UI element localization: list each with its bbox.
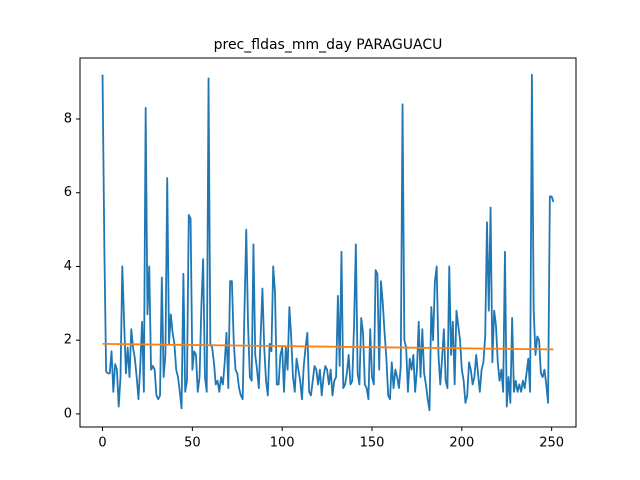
y-tick-label: 0 [64, 406, 72, 421]
chart-title: prec_fldas_mm_day PARAGUACU [214, 37, 443, 53]
x-tick-label: 150 [360, 436, 385, 451]
plot-frame [79, 57, 577, 428]
y-tick-label: 8 [64, 112, 72, 127]
y-tick-label: 2 [64, 333, 72, 348]
x-tick-label: 250 [539, 436, 564, 451]
x-tick-label: 200 [449, 436, 474, 451]
x-tick-label: 50 [184, 436, 201, 451]
line-series [101, 73, 555, 412]
x-tick-label: 100 [270, 436, 295, 451]
y-tick-label: 4 [64, 259, 72, 274]
y-tick-label: 6 [64, 185, 72, 200]
line-series [102, 342, 554, 351]
x-tick-label: 0 [98, 436, 106, 451]
